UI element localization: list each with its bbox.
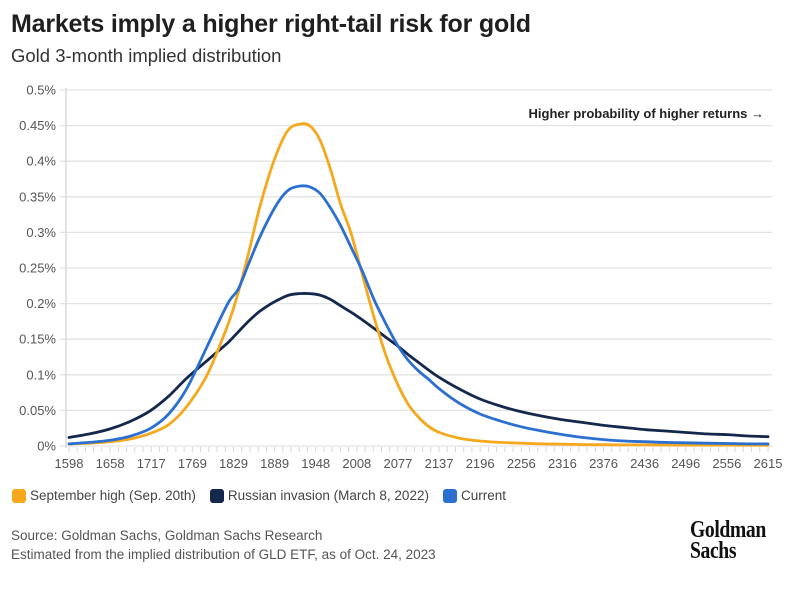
legend-item-russian-invasion[interactable]: Russian invasion (March 8, 2022) — [209, 488, 429, 503]
y-tick-label: 0.25% — [19, 261, 56, 276]
chart-title: Markets imply a higher right-tail risk f… — [11, 10, 531, 38]
y-tick-label: 0.4% — [26, 154, 56, 169]
y-tick-label: 0% — [37, 439, 56, 454]
y-tick-label: 0.5% — [26, 83, 56, 98]
x-tick-label: 1829 — [219, 456, 248, 471]
x-tick-label: 1598 — [55, 456, 84, 471]
x-tick-label: 2196 — [466, 456, 495, 471]
x-tick-label: 2436 — [630, 456, 659, 471]
legend-label: Current — [460, 488, 506, 503]
goldman-sachs-logo: Goldman Sachs — [690, 517, 766, 564]
source-line: Source: Goldman Sachs, Goldman Sachs Res… — [11, 528, 323, 543]
legend: September high (Sep. 20th) Russian invas… — [12, 488, 520, 503]
y-axis-ticks: 0% 0.05% 0.1% 0.15% 0.2% 0.25% 0.3% 0.35% 0.4% 0.… — [19, 83, 56, 454]
legend-label: September high (Sep. 20th) — [30, 488, 196, 503]
legend-swatch-icon — [12, 488, 26, 503]
series-lines — [67, 122, 770, 447]
logo-line-1: Goldman — [690, 517, 766, 543]
legend-swatch-icon — [442, 488, 457, 503]
y-tick-label: 0.15% — [19, 332, 56, 347]
methodology-line: Estimated from the implied distribution … — [11, 547, 436, 562]
chart-plot: 0% 0.05% 0.1% 0.15% 0.2% 0.25% 0.3% 0.35% 0.4% 0.… — [19, 83, 783, 472]
series-line-current — [67, 184, 770, 446]
series-line-september-high-sep-20th — [67, 122, 770, 447]
x-tick-label: 2256 — [507, 456, 536, 471]
x-tick-label: 2376 — [589, 456, 618, 471]
x-tick-label: 2137 — [425, 456, 454, 471]
logo-line-2: Sachs — [690, 538, 737, 564]
legend-label: Russian invasion (March 8, 2022) — [227, 488, 429, 503]
x-tick-label: 1889 — [260, 456, 289, 471]
x-tick-label: 2316 — [548, 456, 577, 471]
series-line-russian-invasion-march-8-2022 — [67, 292, 770, 439]
y-tick-label: 0.3% — [26, 225, 56, 240]
y-tick-label: 0.45% — [19, 118, 56, 133]
x-tick-label: 1717 — [137, 456, 166, 471]
x-tick-label: 2077 — [383, 456, 412, 471]
x-axis-ticks: 1598 1658 1717 1769 1829 1889 1948 2008 2077 2137… — [55, 447, 783, 471]
legend-swatch-icon — [209, 488, 224, 503]
gridlines — [60, 89, 772, 447]
x-tick-label: 1769 — [178, 456, 207, 471]
y-tick-label: 0.05% — [19, 403, 56, 418]
y-tick-label: 0.35% — [19, 189, 56, 204]
source-note: Source: Goldman Sachs, Goldman Sachs Res… — [11, 526, 436, 564]
x-tick-label: 1948 — [301, 456, 330, 471]
annotation-text: Higher probability of higher returns → — [529, 106, 764, 121]
x-tick-label: 1658 — [96, 456, 125, 471]
x-tick-label: 2008 — [342, 456, 371, 471]
legend-item-current[interactable]: Current — [442, 488, 506, 503]
x-tick-label: 2556 — [712, 456, 741, 471]
chart-subtitle: Gold 3-month implied distribution — [11, 45, 282, 66]
y-tick-label: 0.1% — [26, 367, 56, 382]
x-tick-label: 2496 — [671, 456, 700, 471]
y-tick-label: 0.2% — [26, 296, 56, 311]
legend-item-september-high[interactable]: September high (Sep. 20th) — [12, 488, 196, 503]
x-tick-label: 2615 — [754, 456, 783, 471]
